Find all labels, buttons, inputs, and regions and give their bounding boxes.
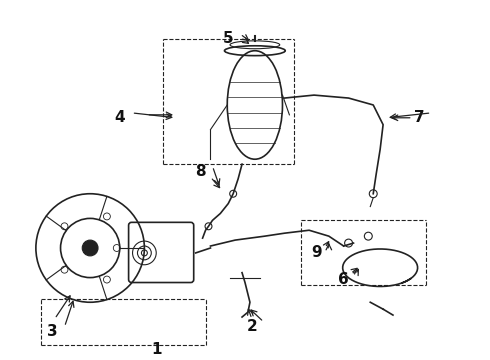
- Text: 3: 3: [48, 324, 58, 339]
- Text: 4: 4: [114, 110, 125, 125]
- Text: 8: 8: [196, 163, 206, 179]
- Text: 9: 9: [312, 246, 322, 260]
- Text: 5: 5: [223, 31, 234, 46]
- Text: 2: 2: [246, 319, 257, 334]
- Text: 6: 6: [338, 272, 349, 287]
- Text: 1: 1: [151, 342, 162, 357]
- Circle shape: [82, 240, 98, 256]
- Text: 7: 7: [414, 110, 425, 125]
